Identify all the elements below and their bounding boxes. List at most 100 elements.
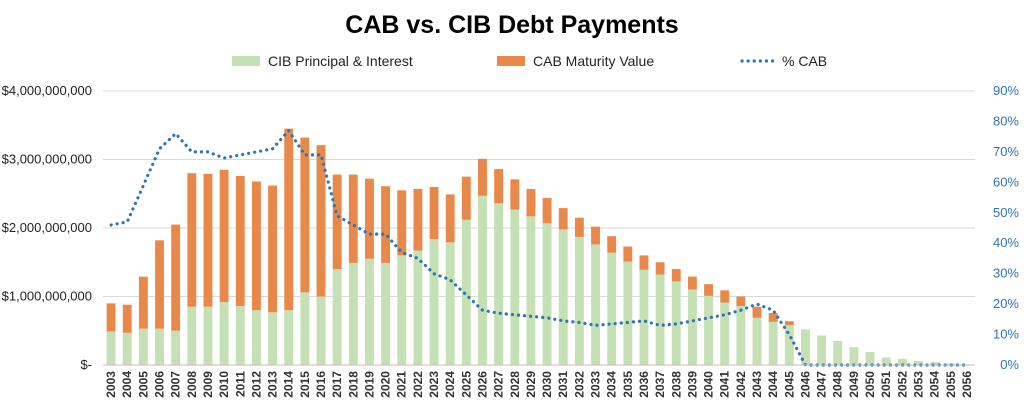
bar-cab-2045 bbox=[784, 321, 794, 326]
bar-cib-2034 bbox=[607, 252, 617, 365]
bar-cib-2035 bbox=[623, 261, 633, 365]
bar-cab-2014 bbox=[284, 128, 294, 311]
bar-cab-2020 bbox=[381, 186, 391, 263]
x-tick-label: 2018 bbox=[346, 371, 360, 398]
x-tick-label: 2041 bbox=[718, 371, 732, 398]
bar-cib-2043 bbox=[752, 317, 762, 365]
bar-cib-2028 bbox=[510, 209, 520, 365]
x-tick-label: 2045 bbox=[782, 371, 796, 398]
x-tick-label: 2019 bbox=[362, 371, 376, 398]
bar-cib-2039 bbox=[687, 289, 697, 365]
right-tick-label: 20% bbox=[993, 296, 1019, 311]
bar-cib-2022 bbox=[413, 250, 423, 365]
x-tick-label: 2007 bbox=[169, 371, 183, 398]
x-tick-label: 2026 bbox=[475, 371, 489, 398]
legend-swatch-cib bbox=[232, 56, 260, 66]
bar-cib-2027 bbox=[494, 203, 504, 365]
x-tick-label: 2036 bbox=[637, 371, 651, 398]
bar-cab-2028 bbox=[510, 179, 520, 210]
gridlines bbox=[103, 90, 975, 297]
bar-cib-2030 bbox=[542, 223, 552, 365]
x-tick-label: 2051 bbox=[879, 371, 893, 398]
bar-cib-2017 bbox=[332, 269, 342, 365]
right-tick-label: 80% bbox=[993, 113, 1019, 128]
left-tick-label: $2,000,000,000 bbox=[2, 220, 92, 235]
bar-cab-2023 bbox=[429, 186, 439, 239]
bar-cib-2004 bbox=[122, 332, 132, 365]
bar-cib-2018 bbox=[348, 262, 358, 365]
bar-cab-2005 bbox=[138, 276, 148, 329]
bar-cab-2022 bbox=[413, 188, 423, 251]
x-tick-label: 2006 bbox=[153, 371, 167, 398]
bar-cab-2024 bbox=[445, 194, 455, 243]
bar-cib-2016 bbox=[316, 296, 326, 365]
bar-cab-2008 bbox=[187, 173, 197, 307]
x-tick-label: 2016 bbox=[314, 371, 328, 398]
x-tick-label: 2037 bbox=[653, 371, 667, 398]
left-tick-label: $4,000,000,000 bbox=[2, 83, 92, 98]
bar-cib-2029 bbox=[526, 216, 536, 365]
bar-cab-2031 bbox=[558, 208, 568, 230]
bar-cib-2036 bbox=[639, 269, 649, 365]
bar-cab-2042 bbox=[736, 296, 746, 307]
bar-cib-2007 bbox=[171, 330, 181, 365]
bar-cab-2043 bbox=[752, 306, 762, 318]
x-tick-label: 2038 bbox=[669, 371, 683, 398]
x-tick-label: 2040 bbox=[702, 371, 716, 398]
bar-cib-2003 bbox=[106, 331, 116, 365]
bar-cab-2021 bbox=[397, 190, 407, 256]
bar-cib-2047 bbox=[817, 335, 827, 365]
bar-cib-2054 bbox=[930, 362, 940, 365]
bar-cab-2044 bbox=[768, 312, 778, 322]
bar-cab-2019 bbox=[365, 178, 374, 259]
bar-cib-2020 bbox=[381, 262, 391, 365]
right-axis-ticks: 0% 10% 20% 30% 40% 50% 60% 70% 80% 90% bbox=[993, 83, 1019, 372]
bar-cab-2010 bbox=[219, 169, 229, 302]
x-tick-label: 2056 bbox=[960, 371, 974, 398]
x-axis-ticks: 2003 2004 2005 2006 2007 2008 2009 2010 2011 2012… bbox=[104, 371, 974, 398]
bar-cib-2037 bbox=[655, 274, 665, 365]
bar-cab-2041 bbox=[720, 290, 730, 303]
x-tick-label: 2017 bbox=[330, 371, 344, 398]
legend-label: CIB Principal & Interest bbox=[268, 53, 413, 69]
chart-legend: CIB Principal & Interest CAB Maturity Val… bbox=[232, 53, 827, 69]
bar-cib-2045 bbox=[784, 325, 794, 365]
bar-cib-2005 bbox=[138, 328, 148, 365]
bar-cib-2049 bbox=[849, 347, 859, 365]
x-tick-label: 2055 bbox=[944, 371, 958, 398]
x-tick-label: 2034 bbox=[605, 371, 619, 398]
bar-cab-2003 bbox=[106, 303, 116, 332]
bar-cib-2052 bbox=[897, 358, 907, 365]
bar-cib-2051 bbox=[881, 357, 891, 365]
bar-cab-2036 bbox=[639, 255, 649, 270]
bar-cib-2024 bbox=[445, 242, 455, 365]
bar-cib-2042 bbox=[736, 306, 746, 365]
bar-cab-2018 bbox=[348, 174, 358, 263]
bar-cib-2026 bbox=[478, 195, 487, 365]
bar-cib-2006 bbox=[155, 328, 164, 365]
right-tick-label: 50% bbox=[993, 205, 1019, 220]
bar-cib-2025 bbox=[461, 219, 471, 365]
bar-cab-2006 bbox=[155, 240, 164, 329]
legend-swatch-cab bbox=[497, 56, 525, 66]
bar-cab-2037 bbox=[655, 262, 665, 275]
legend-label: % CAB bbox=[782, 53, 827, 69]
bar-cib-2044 bbox=[768, 321, 778, 365]
bar-cab-2035 bbox=[623, 246, 633, 262]
bar-cab-2013 bbox=[268, 185, 277, 313]
right-tick-label: 70% bbox=[993, 144, 1019, 159]
bar-cab-2034 bbox=[607, 236, 617, 253]
left-axis-ticks: $- $1,000,000,000 $2,000,000,000 $3,000,000… bbox=[2, 83, 92, 372]
x-tick-label: 2043 bbox=[750, 371, 764, 398]
bar-cib-2046 bbox=[801, 329, 810, 365]
bar-cib-2031 bbox=[558, 229, 568, 365]
bar-cib-2015 bbox=[300, 292, 310, 365]
x-tick-label: 2020 bbox=[379, 371, 393, 398]
bar-cab-2026 bbox=[478, 158, 487, 196]
x-tick-label: 2031 bbox=[556, 371, 570, 398]
bar-cab-2007 bbox=[171, 224, 181, 331]
x-tick-label: 2024 bbox=[443, 371, 457, 398]
x-tick-label: 2004 bbox=[120, 371, 134, 398]
x-tick-label: 2028 bbox=[508, 371, 522, 398]
chart-title: CAB vs. CIB Debt Payments bbox=[345, 11, 678, 39]
